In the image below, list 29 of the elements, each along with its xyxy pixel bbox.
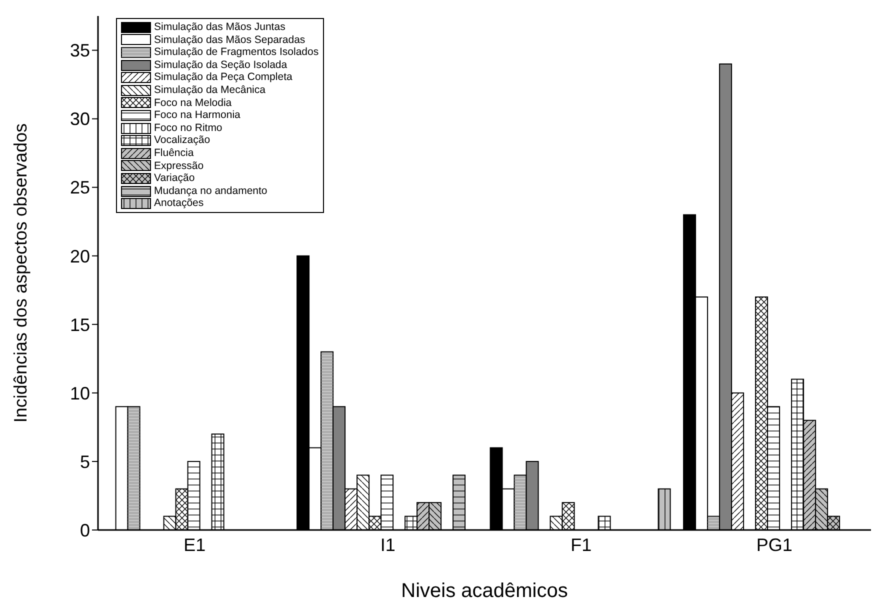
x-tick-label: F1 bbox=[570, 534, 592, 555]
legend-label: Foco no Ritmo bbox=[154, 122, 222, 134]
y-tick-label: 15 bbox=[70, 314, 90, 335]
x-tick-label: I1 bbox=[380, 534, 396, 555]
y-axis-title: Incidências dos aspectos observados bbox=[10, 123, 30, 423]
legend-label: Simulação das Mãos Juntas bbox=[154, 21, 286, 34]
y-tick-label: 30 bbox=[70, 109, 90, 130]
x-tick-label: PG1 bbox=[756, 534, 792, 555]
legend-label: Vocalização bbox=[154, 134, 210, 147]
legend-label: Simulação da Seção Isolada bbox=[154, 58, 288, 72]
legend-label: Mudança no andamento bbox=[154, 184, 268, 198]
legend-label: Anotações bbox=[154, 197, 204, 210]
legend-label: Foco na Melodia bbox=[154, 96, 232, 110]
y-tick-label: 0 bbox=[80, 520, 90, 540]
y-tick-label: 35 bbox=[70, 40, 90, 61]
x-tick-label: E1 bbox=[184, 534, 206, 555]
y-tick-label: 20 bbox=[70, 246, 90, 266]
legend-label: Expressão bbox=[154, 160, 204, 172]
y-tick-label: 5 bbox=[80, 452, 90, 472]
legend-label: Fluência bbox=[154, 146, 194, 160]
y-tick-label: 25 bbox=[70, 178, 90, 198]
legend-label: Simulação de Fragmentos Isolados bbox=[154, 46, 319, 59]
legend-label: Simulação da Mecânica bbox=[154, 84, 266, 97]
legend-label: Variação bbox=[154, 172, 195, 185]
y-tick-label: 10 bbox=[70, 383, 90, 404]
x-axis-title: Niveis acadêmicos bbox=[401, 580, 568, 602]
legend-label: Simulação das Mãos Separadas bbox=[154, 34, 306, 46]
legend-label: Foco na Harmonia bbox=[154, 109, 240, 122]
legend-label: Simulação da Peça Completa bbox=[154, 71, 292, 84]
